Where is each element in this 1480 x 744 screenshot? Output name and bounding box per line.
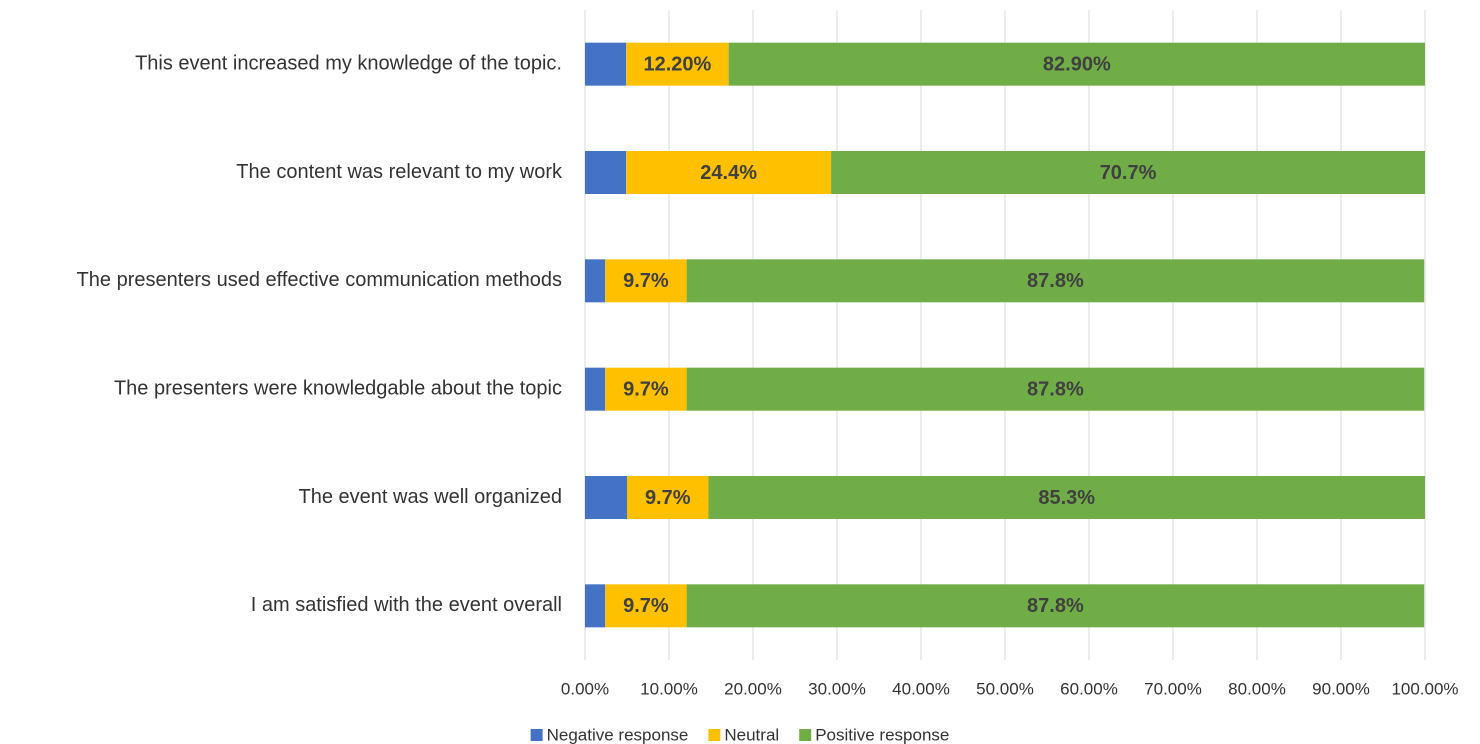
category-label: The event was well organized (299, 486, 562, 508)
x-tick-label: 50.00% (976, 679, 1034, 698)
category-label: This event increased my knowledge of the… (135, 52, 562, 74)
value-label: 24.4% (700, 162, 757, 184)
bar-segment (626, 42, 729, 86)
value-label: 87.8% (1027, 378, 1084, 400)
legend-swatch (799, 729, 812, 741)
value-label: 9.7% (623, 270, 669, 292)
value-label: 12.20% (643, 53, 711, 75)
value-label: 9.7% (645, 487, 691, 509)
x-tick-label: 70.00% (1144, 679, 1202, 698)
x-tick-label: 90.00% (1312, 679, 1370, 698)
value-label: 87.8% (1027, 270, 1084, 292)
category-label: The content was relevant to my work (236, 161, 563, 183)
bar-segment (585, 476, 627, 519)
bar-segment (708, 476, 1425, 519)
bar-segment (585, 151, 627, 194)
x-tick-label: 30.00% (808, 679, 866, 698)
value-label: 85.3% (1038, 487, 1095, 509)
bar-segment (686, 367, 1425, 411)
legend-label: Negative response (547, 725, 689, 744)
x-tick-label: 80.00% (1228, 679, 1286, 698)
bar-segment (605, 259, 687, 303)
x-tick-label: 20.00% (724, 679, 782, 698)
x-tick-label: 100.00% (1391, 679, 1458, 698)
value-label: 9.7% (623, 378, 669, 400)
bar-segment (605, 584, 687, 628)
legend-label: Neutral (724, 725, 779, 744)
value-label: 82.90% (1043, 53, 1111, 75)
x-tick-label: 60.00% (1060, 679, 1118, 698)
value-label: 87.8% (1027, 595, 1084, 617)
bar-segment (585, 584, 606, 628)
x-tick-label: 0.00% (561, 679, 609, 698)
bar-segment (831, 151, 1425, 194)
category-label: The presenters were knowledgable about t… (114, 377, 562, 399)
bar-segment (585, 42, 627, 86)
bar-segment (585, 367, 606, 411)
category-label: I am satisfied with the event overall (251, 594, 562, 616)
value-label: 9.7% (623, 595, 669, 617)
bar-segment (626, 151, 832, 194)
bar-segment (686, 584, 1425, 628)
value-label: 70.7% (1100, 162, 1157, 184)
x-tick-label: 40.00% (892, 679, 950, 698)
bar-segment (585, 259, 606, 303)
bar-segment (728, 42, 1425, 86)
bar-segment (686, 259, 1425, 303)
legend-label: Positive response (815, 725, 949, 744)
legend-swatch (708, 729, 721, 741)
bar-segment (605, 367, 687, 411)
x-tick-label: 10.00% (640, 679, 698, 698)
category-label: The presenters used effective communicat… (77, 269, 562, 291)
legend-swatch (530, 729, 543, 741)
bar-segment (627, 476, 709, 519)
